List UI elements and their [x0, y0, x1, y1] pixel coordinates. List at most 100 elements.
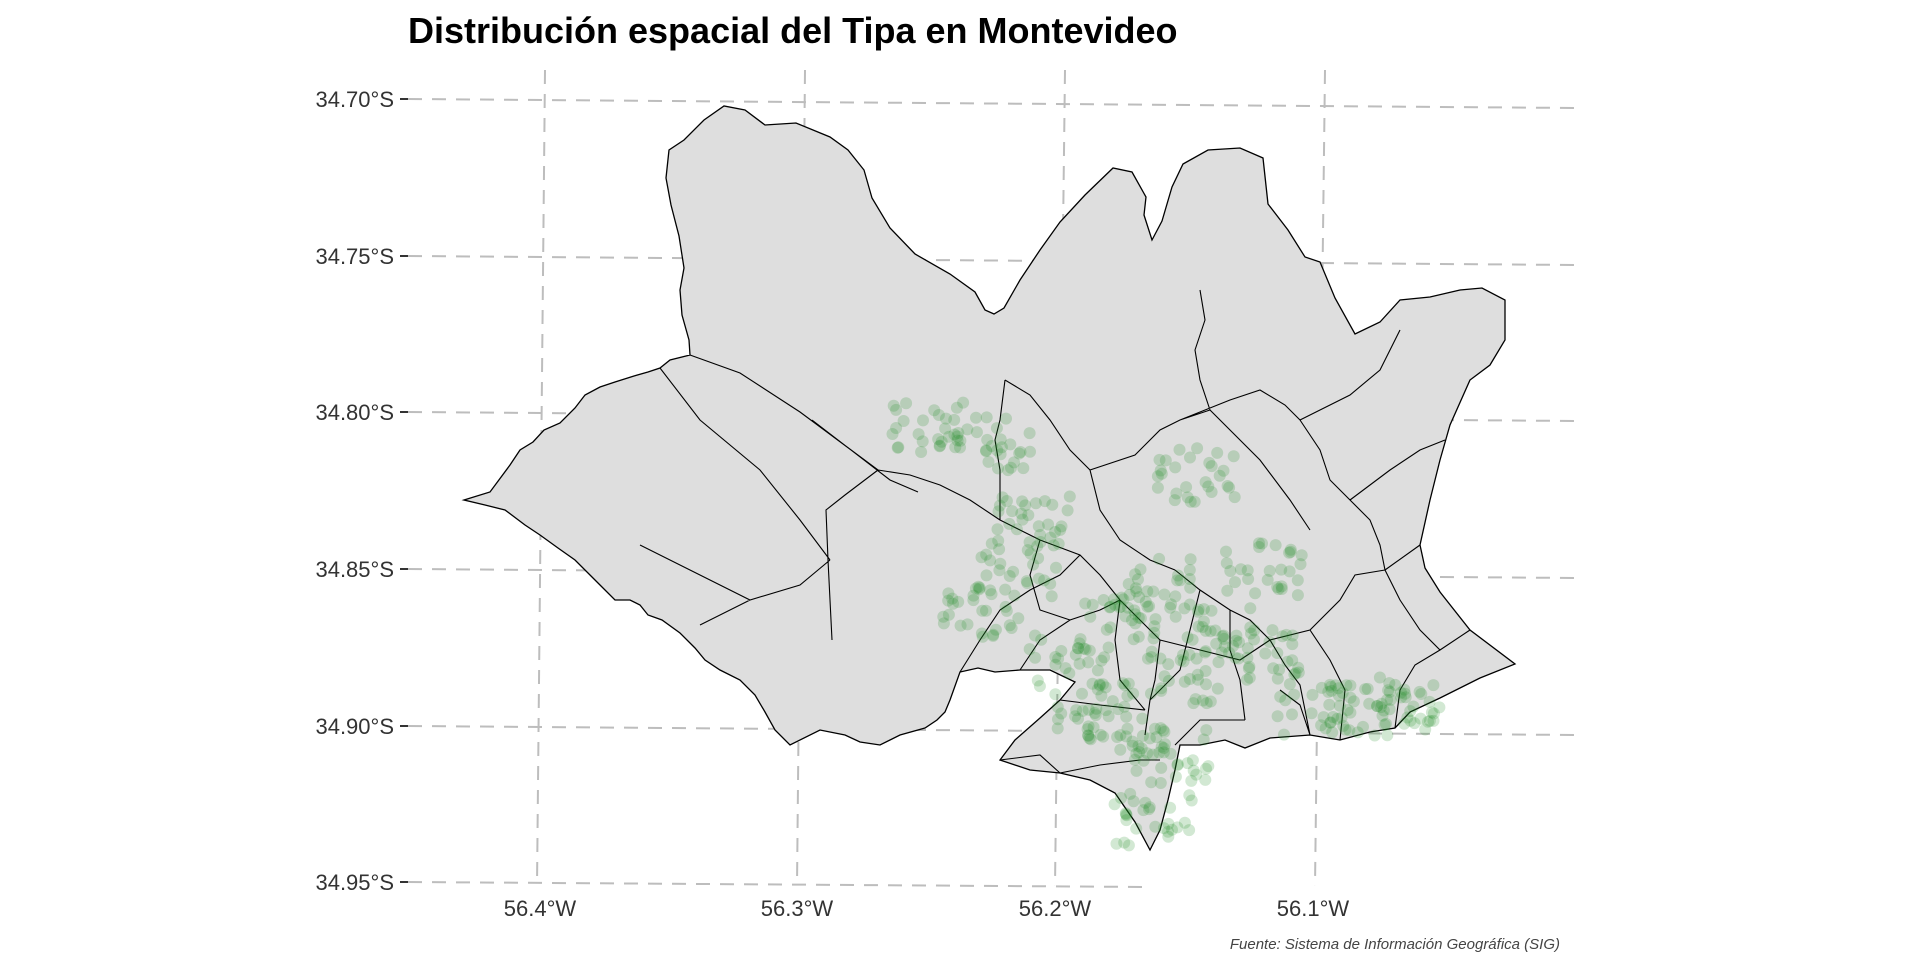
tree-point	[1306, 688, 1319, 701]
tree-point	[980, 444, 993, 457]
tree-point	[1082, 729, 1095, 742]
tree-point	[1315, 719, 1328, 732]
tree-point	[1114, 600, 1127, 613]
tree-point	[949, 441, 962, 454]
tree-point	[1276, 630, 1289, 643]
tree-point	[1027, 558, 1040, 571]
tree-point	[1200, 724, 1213, 737]
tree-point	[1081, 723, 1094, 736]
tree-point	[992, 505, 1005, 518]
tree-point	[1100, 704, 1112, 717]
tree-point	[980, 604, 992, 617]
tree-point	[1083, 644, 1096, 657]
tree-point	[1162, 674, 1175, 687]
tree-point	[1232, 652, 1245, 665]
tree-point	[1399, 687, 1412, 700]
tree-point	[1174, 574, 1187, 587]
tree-point	[1253, 537, 1265, 550]
tree-point	[1113, 601, 1126, 614]
tree-point	[1327, 711, 1340, 723]
tree-point	[1139, 595, 1152, 608]
tree-point	[1128, 604, 1141, 617]
tree-point	[1244, 621, 1257, 634]
tree-point	[1016, 513, 1029, 526]
tree-point	[1017, 462, 1030, 475]
tree-point	[1341, 704, 1354, 716]
tree-point	[1202, 480, 1215, 493]
tree-point	[1169, 610, 1182, 623]
tree-point	[980, 445, 993, 458]
tree-point	[1013, 447, 1026, 460]
tree-point	[987, 628, 1000, 641]
tree-point	[1286, 654, 1299, 667]
tree-point	[1339, 723, 1352, 736]
tree-point	[1168, 494, 1181, 507]
tree-point	[1063, 667, 1076, 680]
tree-point	[1073, 637, 1086, 650]
tree-point	[989, 623, 1002, 636]
tree-point	[984, 584, 997, 597]
tree-point	[972, 580, 985, 593]
tree-point	[1357, 720, 1369, 733]
tree-point	[1383, 677, 1396, 690]
tree-point	[1408, 717, 1421, 730]
tree-point	[1147, 585, 1160, 598]
tree-point	[1158, 588, 1171, 601]
tree-point	[1283, 546, 1296, 559]
tree-point	[1284, 545, 1297, 558]
tree-point	[1106, 695, 1119, 708]
tree-point	[1294, 558, 1307, 571]
tree-point	[1132, 630, 1145, 643]
tree-point	[1032, 572, 1045, 585]
tree-point	[1112, 703, 1125, 716]
tree-point	[1054, 523, 1067, 536]
tree-point	[1091, 683, 1104, 696]
tree-point	[970, 426, 983, 439]
tree-point	[1283, 678, 1296, 691]
tree-point	[1002, 464, 1014, 477]
tree-point	[1008, 456, 1020, 469]
tree-point	[1145, 645, 1158, 658]
tree-point	[1169, 461, 1182, 474]
tree-point	[947, 597, 959, 610]
tree-point	[994, 433, 1007, 446]
tree-point	[1082, 703, 1095, 716]
tree-point	[1383, 685, 1396, 698]
tree-point	[1031, 540, 1044, 553]
tree-point	[1142, 652, 1154, 665]
tree-point	[1221, 480, 1234, 492]
tree-point	[1134, 563, 1147, 576]
tree-point	[1010, 523, 1023, 536]
tree-point	[993, 564, 1006, 577]
tree-point	[1183, 648, 1196, 661]
tree-point	[1063, 490, 1076, 503]
tree-point	[1215, 646, 1228, 659]
tree-point	[897, 415, 910, 427]
tree-point	[1190, 652, 1203, 665]
tree-point	[1023, 643, 1036, 656]
tree-point	[954, 619, 967, 632]
tree-point	[1110, 837, 1123, 850]
tree-point	[1205, 604, 1218, 617]
tree-point	[1324, 678, 1336, 691]
tree-point	[1155, 682, 1168, 695]
tree-point	[1023, 427, 1036, 440]
tree-point	[1288, 668, 1301, 681]
tree-point	[1104, 621, 1117, 634]
tree-point	[1023, 536, 1036, 549]
tree-point	[961, 423, 974, 436]
tree-point	[1305, 707, 1318, 720]
tree-point	[1158, 670, 1171, 683]
tree-point	[891, 441, 904, 454]
tree-point	[1146, 748, 1159, 761]
tree-point	[1136, 712, 1149, 725]
tree-point	[1209, 624, 1222, 637]
graticule-parallel	[407, 255, 1576, 266]
tree-point	[934, 439, 946, 452]
tree-point	[1223, 481, 1236, 494]
tree-point	[1162, 825, 1174, 838]
tree-point	[1295, 549, 1308, 562]
tree-point	[1253, 541, 1266, 553]
tree-point	[1151, 470, 1164, 483]
tree-point	[1373, 671, 1386, 684]
